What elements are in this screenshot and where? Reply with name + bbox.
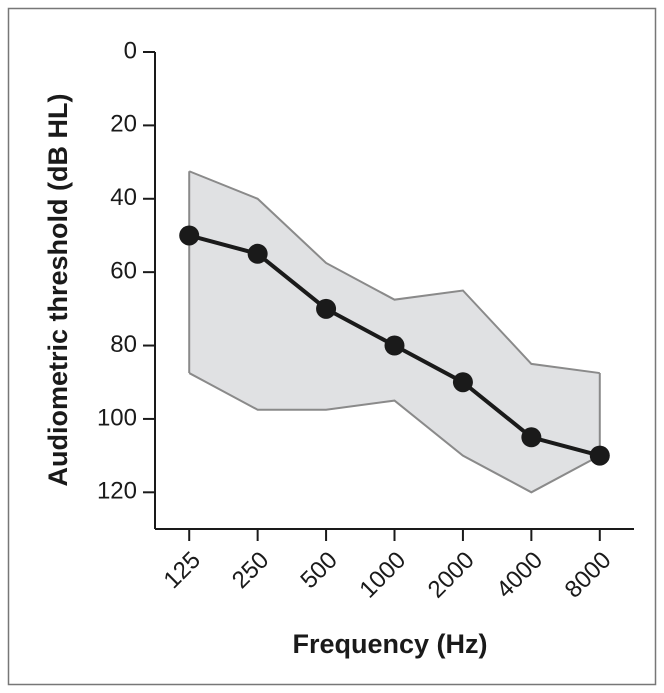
y-tick-label: 40 xyxy=(110,184,137,211)
y-tick-label: 120 xyxy=(97,478,137,505)
range-upper-edge xyxy=(188,170,600,375)
data-point xyxy=(384,335,405,356)
data-point xyxy=(247,243,268,264)
y-tick-label: 0 xyxy=(124,37,137,64)
data-point xyxy=(452,372,473,393)
y-tick-label: 60 xyxy=(110,257,137,284)
y-tick-label: 80 xyxy=(110,331,137,358)
x-axis-label: Frequency (Hz) xyxy=(292,629,487,659)
data-point xyxy=(316,298,337,319)
y-tick-label: 100 xyxy=(97,404,137,431)
y-axis-label: Audiometric threshold (dB HL) xyxy=(43,94,73,487)
y-tick-label: 20 xyxy=(110,111,137,138)
range-lower-edge xyxy=(188,372,601,494)
data-point xyxy=(521,427,542,448)
data-point xyxy=(179,225,200,246)
data-point xyxy=(589,445,610,466)
